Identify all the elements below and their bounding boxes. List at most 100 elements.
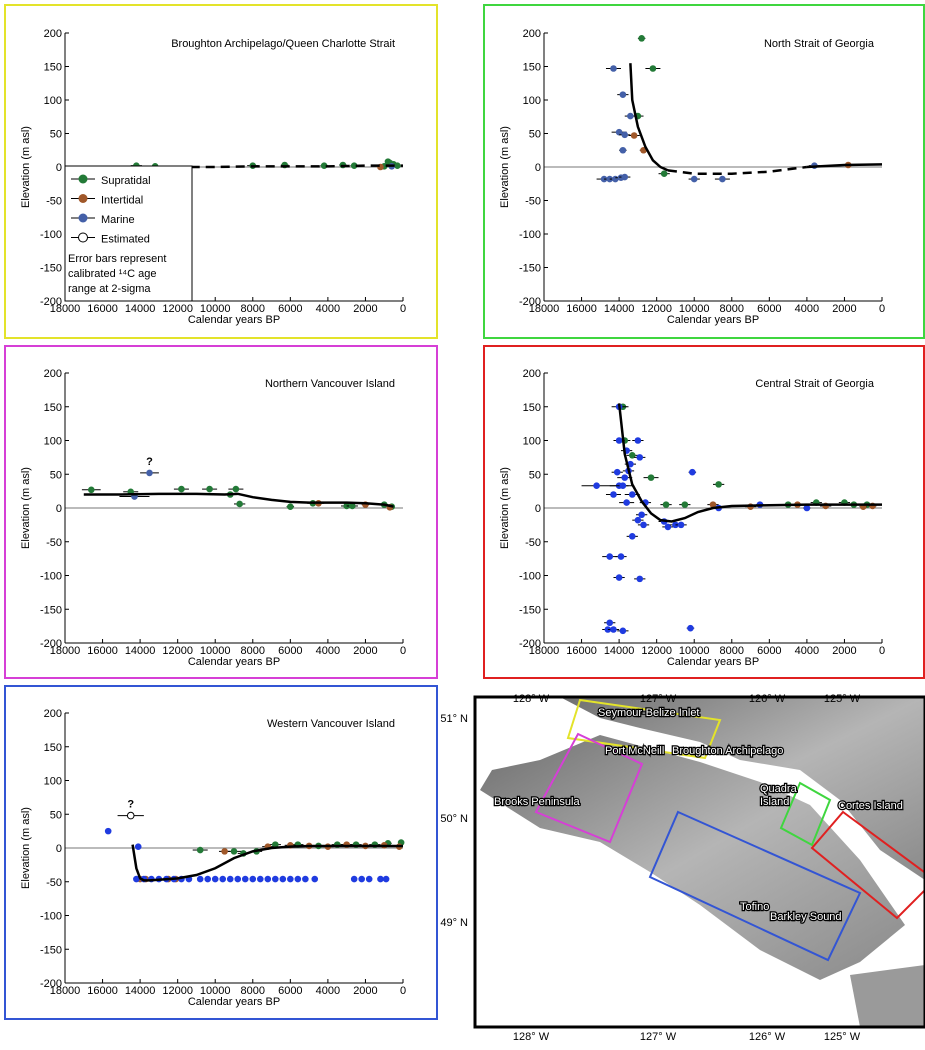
data-point bbox=[197, 876, 204, 883]
place-label: Broughton Archipelago bbox=[672, 745, 783, 757]
data-point bbox=[678, 522, 685, 529]
data-point bbox=[351, 876, 358, 883]
place-label: Barkley Sound bbox=[770, 911, 842, 923]
y-tick-label: -100 bbox=[40, 229, 62, 241]
x-tick-label: 0 bbox=[400, 645, 406, 657]
x-axis-label: Calendar years BP bbox=[188, 996, 280, 1008]
chart-title: Northern Vancouver Island bbox=[265, 378, 395, 390]
data-point bbox=[715, 481, 722, 488]
y-tick-label: -50 bbox=[525, 196, 541, 208]
x-tick-label: 2000 bbox=[353, 985, 377, 997]
x-tick-label: 16000 bbox=[87, 303, 118, 315]
y-tick-label: 200 bbox=[44, 28, 62, 40]
data-point bbox=[231, 848, 238, 855]
data-point bbox=[219, 876, 226, 883]
y-tick-label: 200 bbox=[523, 368, 541, 380]
x-tick-label: 0 bbox=[879, 303, 885, 315]
y-tick-label: -200 bbox=[519, 638, 541, 650]
data-point bbox=[618, 553, 625, 560]
x-tick-label: 6000 bbox=[278, 303, 302, 315]
data-point bbox=[635, 437, 642, 444]
chart: Western Vancouver IslandCalendar years B… bbox=[20, 708, 406, 1008]
y-tick-label: -200 bbox=[40, 638, 62, 650]
place-label: Tofino bbox=[740, 901, 769, 913]
y-tick-label: 100 bbox=[44, 436, 62, 448]
lat-label: 51° N bbox=[440, 713, 468, 725]
y-tick-label: -150 bbox=[519, 604, 541, 616]
y-tick-label: -50 bbox=[46, 877, 62, 889]
legend-note: range at 2-sigma bbox=[68, 283, 151, 295]
x-tick-label: 8000 bbox=[720, 303, 744, 315]
x-tick-label: 2000 bbox=[832, 303, 856, 315]
data-point bbox=[358, 876, 365, 883]
x-tick-label: 6000 bbox=[757, 645, 781, 657]
y-tick-label: -50 bbox=[525, 537, 541, 549]
x-tick-label: 6000 bbox=[278, 985, 302, 997]
x-tick-label: 0 bbox=[879, 645, 885, 657]
data-point bbox=[206, 486, 213, 493]
data-point bbox=[236, 501, 243, 508]
data-point bbox=[629, 491, 636, 498]
x-tick-label: 12000 bbox=[641, 645, 672, 657]
data-point bbox=[606, 553, 613, 560]
x-tick-label: 4000 bbox=[316, 303, 340, 315]
legend-note: Error bars represent bbox=[68, 253, 166, 265]
data-point bbox=[638, 511, 645, 518]
data-point bbox=[614, 469, 621, 476]
data-point bbox=[636, 576, 643, 583]
legend-label: Marine bbox=[101, 214, 135, 226]
data-point bbox=[621, 174, 628, 181]
x-axis-label: Calendar years BP bbox=[667, 314, 759, 326]
data-point bbox=[610, 65, 617, 72]
panel-frame bbox=[484, 5, 924, 338]
data-point bbox=[635, 517, 642, 524]
lon-label: 128° W bbox=[513, 693, 550, 705]
y-tick-label: 100 bbox=[44, 95, 62, 107]
data-point bbox=[610, 491, 617, 498]
data-point bbox=[620, 628, 627, 635]
data-point bbox=[629, 533, 636, 540]
y-tick-label: 50 bbox=[529, 469, 541, 481]
data-point bbox=[265, 876, 272, 883]
place-label: Brooks Peninsula bbox=[494, 796, 580, 808]
data-point bbox=[682, 501, 689, 508]
data-point bbox=[648, 474, 655, 481]
y-tick-label: -50 bbox=[46, 537, 62, 549]
y-tick-label: 50 bbox=[50, 469, 62, 481]
x-tick-label: 8000 bbox=[241, 985, 265, 997]
y-tick-label: 0 bbox=[535, 503, 541, 515]
y-tick-label: -150 bbox=[519, 263, 541, 275]
data-point bbox=[650, 65, 657, 72]
x-tick-label: 14000 bbox=[604, 303, 635, 315]
y-tick-label: 150 bbox=[44, 742, 62, 754]
data-point bbox=[623, 499, 630, 506]
y-tick-label: 0 bbox=[56, 843, 62, 855]
y-tick-label: 150 bbox=[44, 402, 62, 414]
annotation: ? bbox=[146, 456, 153, 468]
x-tick-label: 4000 bbox=[316, 985, 340, 997]
x-tick-label: 2000 bbox=[353, 303, 377, 315]
data-point bbox=[620, 482, 627, 489]
fit-curve bbox=[630, 63, 668, 170]
lat-label: 49° N bbox=[440, 917, 468, 929]
data-point bbox=[377, 876, 384, 883]
data-point bbox=[621, 132, 628, 139]
data-point bbox=[146, 470, 153, 477]
x-tick-label: 4000 bbox=[316, 645, 340, 657]
x-tick-label: 2000 bbox=[353, 645, 377, 657]
data-point bbox=[687, 625, 694, 632]
y-tick-label: 150 bbox=[523, 62, 541, 74]
lon-label: 127° W bbox=[640, 693, 677, 705]
y-tick-label: -100 bbox=[40, 911, 62, 923]
fit-curve bbox=[133, 845, 403, 881]
y-tick-label: 100 bbox=[44, 776, 62, 788]
x-tick-label: 16000 bbox=[566, 303, 597, 315]
y-tick-label: 150 bbox=[44, 62, 62, 74]
x-tick-label: 12000 bbox=[162, 303, 193, 315]
data-point bbox=[234, 876, 241, 883]
legend-label: Estimated bbox=[101, 234, 150, 246]
legend-marker bbox=[79, 175, 88, 184]
x-tick-label: 8000 bbox=[241, 303, 265, 315]
data-point bbox=[627, 113, 634, 120]
y-tick-label: -100 bbox=[519, 571, 541, 583]
